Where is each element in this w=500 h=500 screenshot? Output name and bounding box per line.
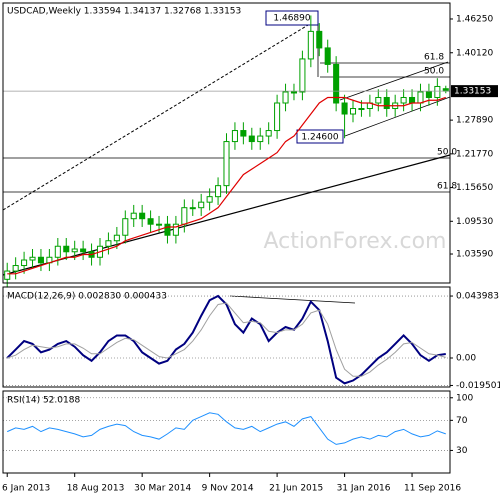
candle-body [257, 135, 264, 143]
candle-body [80, 248, 87, 253]
y-tick-label: 1.27890 [456, 116, 493, 126]
macd-panel [2, 286, 451, 388]
candle-body [113, 234, 120, 242]
candle-body [341, 102, 348, 115]
fib-label: 61.8 [424, 53, 444, 63]
candle-body [358, 108, 365, 111]
high-label: 1.46890 [273, 14, 310, 24]
candle-body [383, 96, 390, 110]
x-tick-label: 6 Jan 2013 [2, 484, 50, 494]
candle-body [299, 58, 306, 93]
candle-body [29, 256, 36, 261]
candle-body [181, 207, 188, 225]
trend-line [2, 154, 451, 276]
y-tick-label: 0.043983 [456, 292, 499, 302]
candle-body [316, 30, 323, 49]
x-tick-label: 9 Nov 2014 [202, 484, 254, 494]
y-tick-label: 1.03590 [456, 250, 493, 260]
trend-line [2, 18, 319, 211]
last-price-label: 1.33153 [454, 87, 491, 97]
annotation-box [296, 129, 344, 144]
fib-label: 61.8 [437, 182, 457, 192]
fib-label: 50.0 [437, 148, 457, 158]
last-price-tag [451, 85, 498, 98]
candle-body [215, 185, 222, 198]
candle-body [4, 270, 11, 280]
channel-line [344, 96, 451, 137]
candle-body [307, 30, 314, 60]
candle-body [290, 91, 298, 94]
x-tick-label: 21 Jun 2015 [269, 484, 323, 494]
candle-body [400, 96, 407, 104]
candle-body [349, 108, 357, 115]
candle-body [409, 96, 416, 104]
y-tick-label: 1.21770 [456, 149, 493, 159]
marks [3, 15, 450, 451]
price-panel [2, 2, 451, 284]
rsi-title: RSI(14) 52.0188 [7, 396, 80, 406]
candle-body [122, 218, 129, 236]
candle-body [12, 265, 19, 272]
candle-body [147, 218, 154, 225]
macd-title: MACD(12,26,9) 0.002830 0.000433 [7, 292, 167, 302]
series-line [7, 302, 446, 377]
series-line [7, 412, 446, 445]
candle-body [172, 223, 179, 236]
chart-title: USDCAD,Weekly 1.33594 1.34137 1.32768 1.… [7, 7, 241, 17]
candle-body [54, 245, 61, 258]
candle-body [274, 102, 281, 132]
low-label: 1.24600 [301, 133, 338, 143]
candle-body [417, 91, 424, 104]
candle-body [425, 91, 432, 98]
rsi-panel [2, 390, 451, 474]
channel-line [339, 61, 449, 101]
candle-body [130, 212, 137, 220]
candle-body [231, 130, 238, 143]
y-tick-label: -0.019501 [456, 381, 500, 391]
candle-body [164, 223, 171, 236]
candle-body [434, 85, 441, 98]
candle-body [71, 248, 78, 253]
x-tick-label: 11 Sep 2016 [404, 484, 461, 494]
y-tick-label: 30 [456, 446, 468, 456]
trend-line [229, 295, 356, 304]
series-line [6, 294, 446, 385]
fib-label: 50.0 [424, 67, 444, 77]
candle-body [189, 207, 196, 210]
candle-body [375, 96, 382, 104]
candle-body [139, 212, 146, 220]
x-tick-label: 30 Mar 2014 [134, 484, 191, 494]
candle-body [324, 47, 331, 65]
candle-body [223, 141, 230, 187]
series-line [7, 96, 446, 275]
candle-body [248, 135, 255, 143]
candle-body [155, 223, 163, 226]
candle-body [240, 130, 247, 137]
candle-body [21, 259, 28, 267]
x-tick-label: 18 Aug 2013 [67, 484, 125, 494]
y-tick-label: 1.46250 [456, 14, 493, 24]
y-tick-label: 100 [456, 393, 473, 403]
annotation-box [265, 10, 319, 26]
y-tick-label: 1.15650 [456, 183, 493, 193]
candle-body [105, 240, 112, 247]
y-tick-label: 0.00 [456, 353, 476, 363]
candle-body [198, 201, 205, 209]
candle-body [333, 63, 340, 104]
x-tick-label: 31 Jan 2016 [337, 484, 391, 494]
candle-body [282, 91, 289, 104]
y-tick-label: 70 [456, 416, 468, 426]
candle-body [206, 196, 213, 203]
candle-body [37, 256, 44, 264]
y-tick-label: 1.40120 [456, 48, 493, 58]
y-tick-label: 1.09530 [456, 217, 493, 227]
watermark: ActionForex.com [264, 229, 447, 254]
candle-body [265, 130, 272, 137]
candle-body [63, 245, 70, 253]
